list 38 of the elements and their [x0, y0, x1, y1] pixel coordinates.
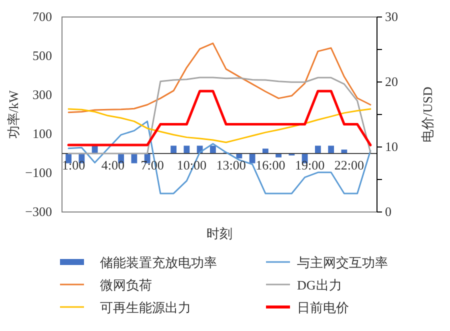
- x-tick-label: 13:00: [216, 158, 246, 172]
- bar: [262, 148, 268, 154]
- x-tick-label: 22:00: [334, 158, 364, 172]
- legend-label: DG出力: [297, 278, 342, 292]
- y-tick-label: 500: [32, 48, 52, 63]
- bar: [314, 146, 321, 154]
- legend-label: 微网负荷: [100, 278, 152, 292]
- x-tick-label: 4:00: [101, 158, 124, 172]
- y-tick-label: 100: [32, 126, 52, 141]
- y2-tick-label: 0: [385, 204, 392, 219]
- legend-label: 与主网交互功率: [297, 255, 388, 270]
- x-tick-label: 19:00: [295, 158, 325, 172]
- legend-label: 储能装置充放电功率: [100, 255, 217, 270]
- y-axis-title: 功率/kW: [6, 90, 21, 139]
- bar: [131, 154, 138, 164]
- bar: [276, 154, 282, 158]
- bar: [341, 150, 348, 154]
- y-tick-label: −300: [25, 204, 52, 219]
- x-tick-label: 16:00: [256, 158, 286, 172]
- y-tick-label: −100: [25, 165, 52, 180]
- y2-axis-title: 电价/USD: [420, 86, 435, 142]
- x-axis-title: 时刻: [206, 226, 232, 241]
- bar: [249, 154, 256, 164]
- bar: [184, 146, 190, 154]
- y-tick-label: 300: [32, 87, 52, 102]
- y2-tick-label: 20: [385, 74, 398, 89]
- y-tick-label: 700: [32, 9, 52, 24]
- line-series: [68, 108, 372, 144]
- y2-tick-label: 30: [385, 9, 398, 24]
- bar: [328, 146, 334, 154]
- legend-label: 可再生能源出力: [100, 300, 191, 315]
- line-series: [68, 76, 372, 154]
- x-tick-label: 1:00: [62, 158, 86, 172]
- line-series: [68, 42, 372, 114]
- y2-tick-label: 10: [385, 139, 398, 154]
- bar: [210, 146, 216, 154]
- legend-label: 日前电价: [297, 300, 349, 315]
- bar: [170, 146, 177, 154]
